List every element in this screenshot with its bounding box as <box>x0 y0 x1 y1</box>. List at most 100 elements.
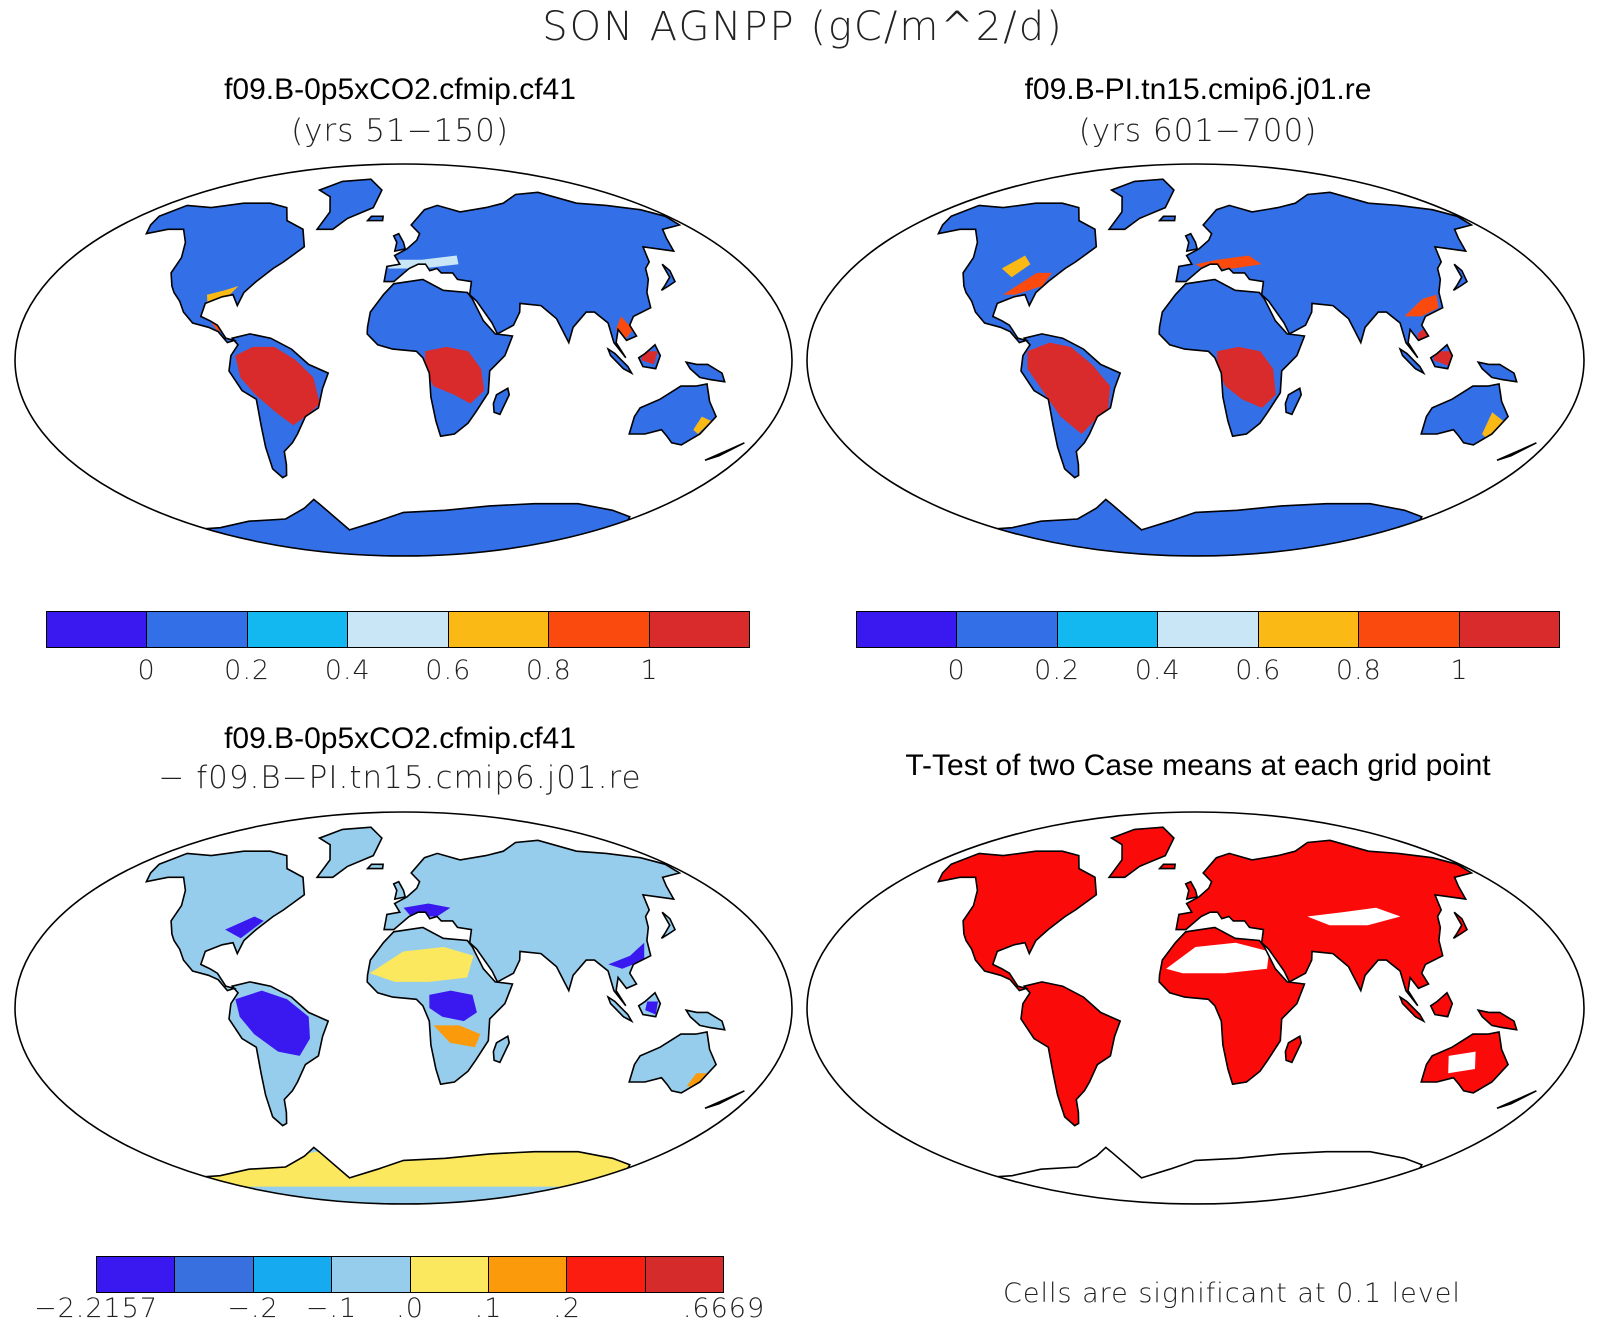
colorbar-case2-swatch <box>1258 612 1360 647</box>
colorbar-case1-swatch <box>549 612 650 647</box>
map-region <box>1003 272 1052 295</box>
colorbar-case1-ticks: 0 0.2 0.4 0.6 0.8 1 <box>46 655 750 689</box>
map-region <box>225 916 264 939</box>
colorbar-diff-swatch <box>97 1257 176 1292</box>
land-greenland <box>317 179 382 230</box>
colorbar-case2-swatch <box>1459 612 1559 647</box>
colorbar-case1-swatch <box>448 612 550 647</box>
panel-diff-title: f09.B-0p5xCO2.cfmip.cf41 <box>224 722 576 755</box>
map-region <box>425 346 485 404</box>
colorbar-case1-tick-label: 0.4 <box>324 655 371 686</box>
land-sumatra <box>1400 997 1424 1022</box>
colorbar-case1-swatch <box>649 612 749 647</box>
map-region <box>1217 346 1276 408</box>
colorbar-case1-swatch <box>247 612 349 647</box>
colorbar-case1-tick-label: 0.2 <box>224 655 271 686</box>
land-antarctica <box>187 499 630 556</box>
colorbar-diff-tick-label: −2.2157 <box>33 1293 159 1324</box>
land-newGuinea <box>1478 1010 1517 1030</box>
colorbar-diff-swatch <box>253 1257 333 1292</box>
map-region <box>640 351 658 365</box>
land-sumatra <box>608 997 632 1022</box>
map-region <box>385 255 459 269</box>
colorbar-diff-ticks: −2.2157 −.2 −.1 .0 .1 .2 .6669 <box>34 1293 764 1327</box>
panel-diff-subtitle: − f09.B−PI.tn15.cmip6.j01.re <box>158 760 642 796</box>
map-region <box>1404 294 1439 317</box>
colorbar-diff-tick-label: .6669 <box>682 1293 766 1324</box>
land-northAmerica <box>938 851 1097 991</box>
figure-title: SON AGNPP (gC/m^2/d) <box>542 4 1064 50</box>
colorbar-case1 <box>46 611 750 648</box>
land-eurasia <box>384 840 680 1006</box>
map-region <box>1482 412 1504 439</box>
panel-case1-subtitle: (yrs 51−150) <box>291 113 509 149</box>
land-eurasia <box>1176 840 1472 1006</box>
colorbar-diff-swatch <box>488 1257 568 1292</box>
colorbar-case2-swatch <box>1359 612 1460 647</box>
land-greenland <box>1109 827 1174 878</box>
colorbar-case1-swatch <box>47 612 148 647</box>
colorbar-diff-tick-label: .0 <box>396 1293 424 1324</box>
land-antarctica <box>979 1147 1422 1204</box>
colorbar-case1-tick-label: 0 <box>137 655 156 686</box>
panel-case1-title: f09.B-0p5xCO2.cfmip.cf41 <box>224 73 576 106</box>
land-northAmerica <box>146 203 305 343</box>
colorbar-diff-swatch <box>410 1257 489 1292</box>
panel-case2-title: f09.B-PI.tn15.cmip6.j01.re <box>1024 73 1372 106</box>
colorbar-diff-swatch <box>332 1257 411 1292</box>
land-greenland <box>317 827 382 878</box>
map-region <box>686 1073 709 1087</box>
colorbar-case2-tick-label: 0.8 <box>1335 655 1382 686</box>
colorbar-diff-swatch <box>645 1257 723 1292</box>
colorbar-case2-tick-label: 0.4 <box>1134 655 1181 686</box>
map-case2 <box>806 163 1585 557</box>
colorbar-diff-tick-label: −.1 <box>305 1293 358 1324</box>
map-region <box>235 346 320 426</box>
land-eurasia <box>384 192 680 358</box>
colorbar-case2-swatch <box>1057 612 1159 647</box>
significance-note: Cells are significant at 0.1 level <box>1003 1278 1461 1309</box>
map-region <box>1001 255 1031 278</box>
colorbar-case1-tick-label: 0.8 <box>525 655 572 686</box>
land-eurasia <box>1176 192 1472 358</box>
map-region <box>1166 942 1270 974</box>
land-newGuinea <box>1478 362 1517 382</box>
map-case1 <box>14 163 793 557</box>
colorbar-diff-tick-label: .1 <box>474 1293 503 1324</box>
panel-ttest-title: T-Test of two Case means at each grid po… <box>905 749 1491 782</box>
panel-case2-subtitle: (yrs 601−700) <box>1078 113 1318 149</box>
map-region <box>1448 1051 1476 1074</box>
map-region <box>429 990 477 1022</box>
land-antarctica <box>979 499 1422 556</box>
colorbar-diff-swatch <box>175 1257 254 1292</box>
map-region <box>608 942 645 969</box>
colorbar-case1-swatch <box>348 612 449 647</box>
colorbar-case2-tick-label: 0.2 <box>1034 655 1081 686</box>
colorbar-case2-tick-label: 1 <box>1450 655 1469 686</box>
colorbar-diff-tick-label: .2 <box>553 1293 581 1324</box>
colorbar-case2-swatch <box>857 612 958 647</box>
map-region <box>693 416 712 434</box>
land-newGuinea <box>686 1010 725 1030</box>
land-greenland <box>1109 179 1174 230</box>
map-region <box>235 990 310 1056</box>
colorbar-case2-tick-label: 0 <box>947 655 966 686</box>
colorbar-case2-tick-label: 0.6 <box>1235 655 1282 686</box>
colorbar-case2 <box>856 611 1560 648</box>
land-southAmerica <box>1021 981 1121 1126</box>
land-borneo <box>1430 992 1453 1017</box>
map-region <box>369 947 474 982</box>
map-ttest <box>806 811 1585 1205</box>
land-sumatra <box>608 349 632 374</box>
map-region <box>1027 342 1111 434</box>
land-newGuinea <box>686 362 725 382</box>
colorbar-case1-tick-label: 1 <box>640 655 659 686</box>
map-region <box>433 1025 481 1048</box>
colorbar-case2-swatch <box>957 612 1058 647</box>
colorbar-case2-swatch <box>1158 612 1259 647</box>
land-sumatra <box>1400 349 1424 374</box>
colorbar-case1-tick-label: 0.6 <box>425 655 472 686</box>
colorbar-diff-tick-label: −.2 <box>227 1293 279 1324</box>
map-region <box>1432 351 1452 367</box>
colorbar-diff-swatch <box>567 1257 646 1292</box>
